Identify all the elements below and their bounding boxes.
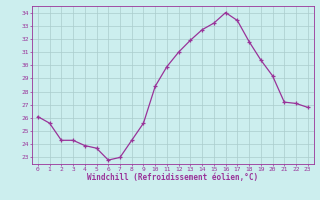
- X-axis label: Windchill (Refroidissement éolien,°C): Windchill (Refroidissement éolien,°C): [87, 173, 258, 182]
